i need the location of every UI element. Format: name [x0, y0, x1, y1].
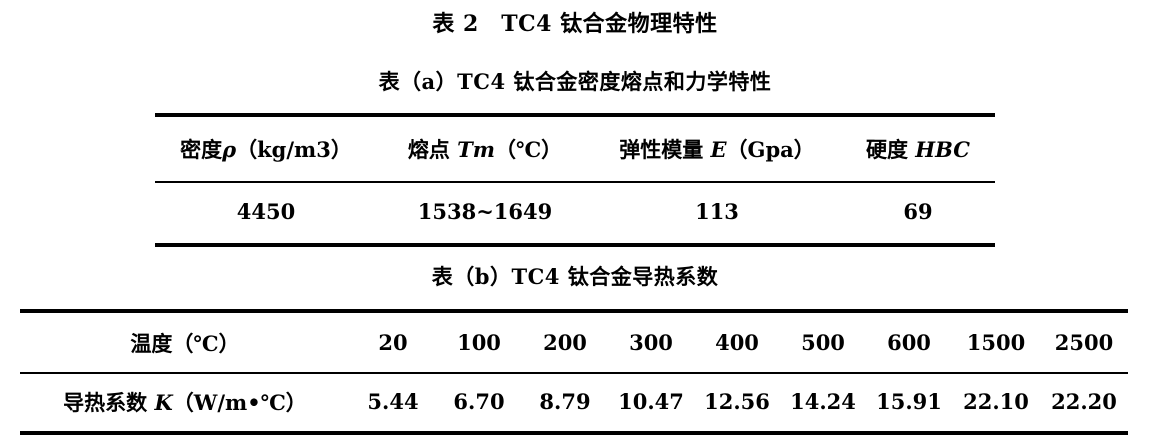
rowlabel-text-prefix: 导热系数: [63, 389, 155, 415]
table-a-header-melting-point: 熔点 Tm（℃）: [377, 117, 593, 181]
header-text-prefix: 弹性模量: [619, 137, 711, 162]
table-a-header-density: 密度ρ（kg/m3）: [155, 117, 377, 181]
table-a-cell-hardness: 69: [903, 198, 933, 224]
header-text-suffix: （℃）: [495, 137, 563, 162]
table-a-cell-elastic-modulus: 113: [695, 198, 739, 224]
header-symbol-rho: ρ: [222, 137, 237, 162]
rowlabel-symbol-k: K: [154, 389, 173, 415]
table-a-mid-rule: [155, 181, 995, 183]
rowlabel-text-prefix: 温度（℃）: [130, 330, 240, 356]
table-b-mid-rule: [20, 372, 1128, 374]
table-a-top-rule: [155, 113, 995, 117]
table-a-cell-density: 4450: [236, 198, 296, 224]
table-b-cell-temp-0: 20: [378, 330, 408, 355]
rowlabel-text-suffix: （W/m•℃）: [172, 389, 307, 415]
header-text-prefix: 熔点: [407, 137, 458, 162]
table-b-cell-k-6: 15.91: [876, 389, 942, 414]
table-b-cell-temp-7: 1500: [966, 330, 1026, 355]
table-b-cell-k-8: 22.20: [1051, 389, 1117, 414]
table-b-cell-temp-8: 2500: [1054, 330, 1114, 355]
table-b-cell-temp-6: 600: [887, 330, 931, 355]
table-a-cell-melting-point: 1538~1649: [417, 198, 553, 224]
table-b-cell-temp-1: 100: [457, 330, 501, 355]
header-symbol-hbc: HBC: [915, 137, 970, 162]
table-b-caption: 表（b）TC4 钛合金导热系数: [431, 264, 719, 289]
table-b-cell-k-3: 10.47: [618, 389, 684, 414]
page-title: 表 2 TC4 钛合金物理特性: [432, 11, 718, 37]
table-b-cell-k-1: 6.70: [453, 389, 505, 414]
table-b-cell-temp-3: 300: [629, 330, 673, 355]
table-b-cell-temp-2: 200: [543, 330, 587, 355]
table-b-cell-k-4: 12.56: [704, 389, 770, 414]
table-b: 温度（℃） 20 100 200 300 400 500 600 1500 25…: [20, 313, 1128, 431]
table-b-cell-temp-5: 500: [801, 330, 845, 355]
header-text-suffix: （kg/m3）: [236, 137, 352, 162]
table-a-header-elastic-modulus: 弹性模量 E（Gpa）: [593, 117, 841, 181]
table-b-cell-temp-4: 400: [715, 330, 759, 355]
table-a-caption: 表（a）TC4 钛合金密度熔点和力学特性: [378, 69, 772, 94]
table-b-row-conductivity: 导热系数 K（W/m•℃） 5.44 6.70 8.79 10.47 12.56…: [20, 372, 1128, 431]
table-b-row-temperature: 温度（℃） 20 100 200 300 400 500 600 1500 25…: [20, 313, 1128, 372]
table-a-header-row: 密度ρ（kg/m3） 熔点 Tm（℃） 弹性模量 E（Gpa） 硬度 HBC: [155, 117, 995, 181]
header-text-prefix: 密度: [180, 137, 223, 162]
table-b-cell-k-0: 5.44: [367, 389, 419, 414]
table-a: 密度ρ（kg/m3） 熔点 Tm（℃） 弹性模量 E（Gpa） 硬度 HBC 4…: [155, 117, 995, 241]
header-text-prefix: 硬度: [865, 137, 916, 162]
header-symbol-e: E: [710, 137, 727, 162]
table-b-cell-k-5: 14.24: [790, 389, 856, 414]
header-text-suffix: （Gpa）: [726, 137, 815, 162]
table-a-bottom-rule: [155, 243, 995, 247]
table-b-rowlabel-conductivity: 导热系数 K（W/m•℃）: [20, 372, 350, 431]
table-b-cell-k-7: 22.10: [963, 389, 1029, 414]
header-symbol-tm: Tm: [457, 137, 495, 162]
table-b-cell-k-2: 8.79: [539, 389, 591, 414]
table-a-header-hardness: 硬度 HBC: [841, 117, 995, 181]
table-b-rowlabel-temperature: 温度（℃）: [20, 313, 350, 372]
table-b-top-rule: [20, 309, 1128, 313]
table-row: 4450 1538~1649 113 69: [155, 181, 995, 241]
table-b-bottom-rule: [20, 431, 1128, 435]
